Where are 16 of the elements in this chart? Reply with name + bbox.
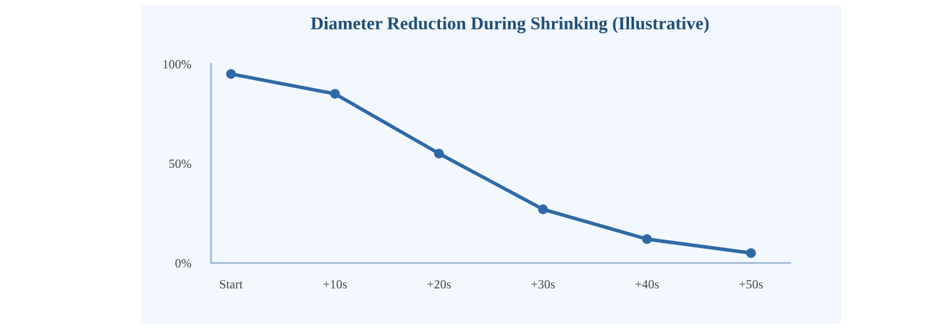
chart-title: Diameter Reduction During Shrinking (Illustrative) (310, 16, 709, 34)
x-tick-label: Start (220, 280, 243, 288)
point (330, 88, 340, 99)
x-tick-label: +10s (323, 280, 347, 288)
y-tick-label: 0% (175, 259, 192, 268)
point (226, 69, 236, 79)
point (642, 234, 652, 244)
point (746, 248, 756, 258)
x-tick-label: +50s (739, 280, 763, 288)
y-tick-label: 50% (169, 160, 192, 168)
x-tick-label: +30s (531, 280, 555, 288)
x-tick-label: +40s (635, 280, 659, 288)
x-tick-label: +20s (427, 280, 451, 288)
y-tick-label: 100% (163, 60, 192, 68)
point (538, 204, 548, 214)
point (434, 148, 444, 158)
